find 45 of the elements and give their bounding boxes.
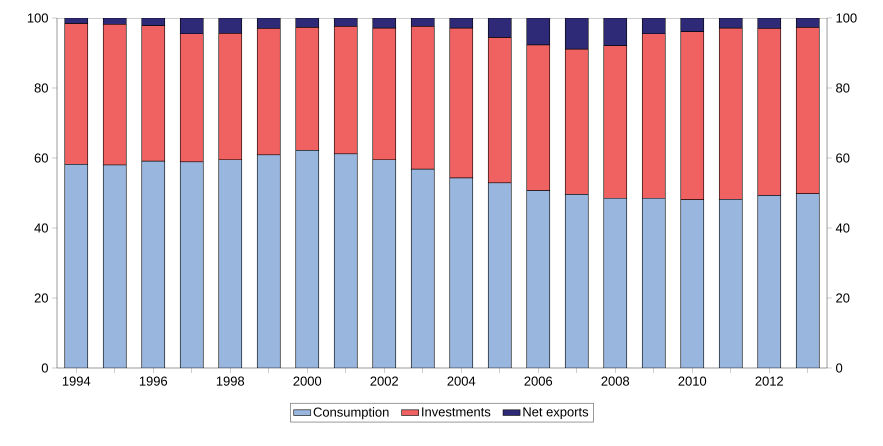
y2-tick-label: 60 <box>836 153 850 163</box>
y2-tick-label: 80 <box>836 83 850 93</box>
bar <box>257 154 280 368</box>
y-tick-label: 60 <box>34 153 48 163</box>
x-tick-label: 2002 <box>370 376 398 386</box>
bar <box>526 190 550 368</box>
y2-tick-label: 100 <box>836 13 857 23</box>
y-tick-label: 20 <box>34 293 48 303</box>
bar <box>411 169 434 368</box>
x-tick-label: 2008 <box>602 376 630 386</box>
bar <box>719 199 742 368</box>
x-tick-label: 1996 <box>140 376 168 386</box>
y-tick-label: 100 <box>28 13 48 23</box>
y-tick-label: 80 <box>34 83 48 93</box>
x-tick-label: 2006 <box>524 376 552 386</box>
y2-tick-label: 40 <box>836 223 850 233</box>
y2-tick-label: 20 <box>836 293 850 303</box>
y2-tick-label: 0 <box>836 363 842 373</box>
bar <box>296 150 319 368</box>
legend-label: Net exports <box>523 407 588 420</box>
bar <box>334 154 358 368</box>
y-tick-label: 0 <box>42 363 48 373</box>
bar <box>142 161 165 368</box>
bar <box>604 198 627 368</box>
bar <box>565 194 588 368</box>
x-tick-label: 2012 <box>756 376 783 386</box>
bar <box>372 160 396 368</box>
y-tick-label: 40 <box>34 223 48 233</box>
bar <box>180 162 204 368</box>
bar <box>758 195 781 368</box>
bar <box>103 164 126 368</box>
legend-label: Consumption <box>314 407 388 420</box>
x-tick-label: 1994 <box>62 376 90 386</box>
x-tick-label: 1998 <box>216 376 244 386</box>
bar <box>218 160 242 368</box>
bar <box>450 178 473 368</box>
x-tick-label: 2000 <box>294 376 322 386</box>
x-tick-label: 2010 <box>678 376 706 386</box>
legend-label: Investments <box>422 407 490 416</box>
x-tick-label: 2004 <box>448 376 476 386</box>
bar <box>796 193 820 368</box>
bar <box>488 182 512 368</box>
bar <box>64 164 88 368</box>
bar <box>642 198 666 368</box>
bar <box>680 200 704 368</box>
